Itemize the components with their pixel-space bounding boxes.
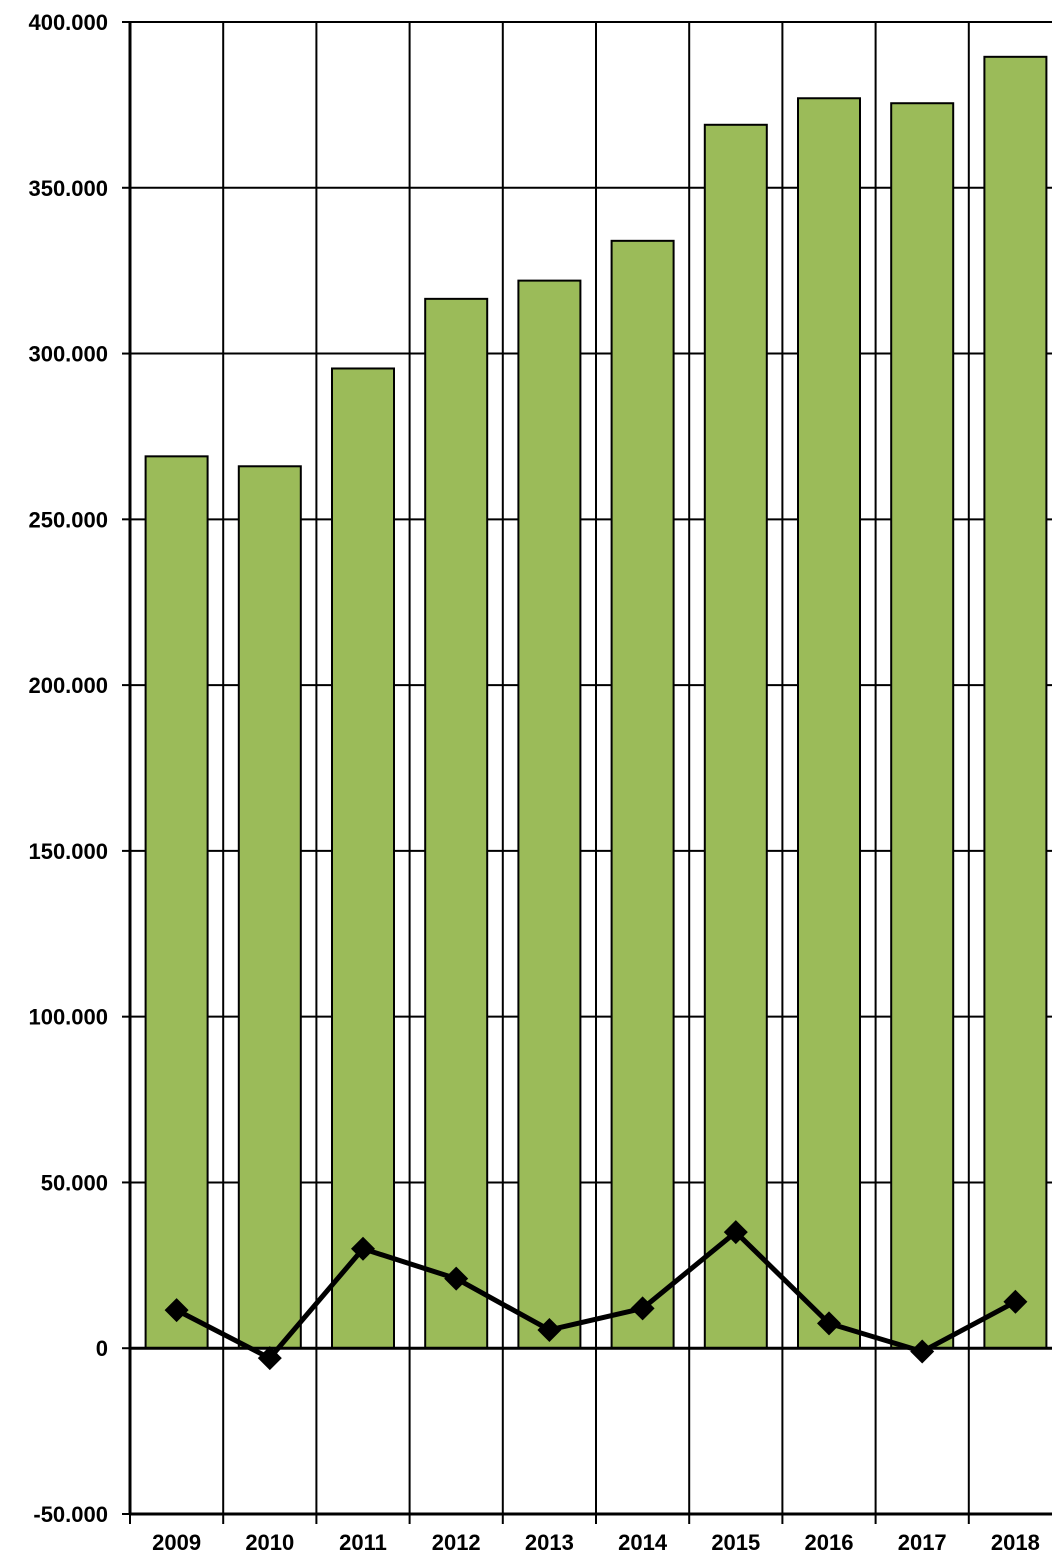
x-tick-label: 2017	[898, 1530, 947, 1555]
bar-2016	[797, 97, 861, 1350]
x-tick-label: 2009	[152, 1530, 201, 1555]
line-point-2016	[817, 1311, 841, 1336]
bar-2013	[517, 279, 582, 1350]
y-tick-label: 0	[96, 1336, 108, 1361]
y-tick-label: 200.000	[28, 673, 108, 698]
line-point-2014	[630, 1296, 655, 1321]
bar-2017	[890, 102, 955, 1350]
line-series	[164, 1220, 1028, 1371]
y-tick-label: 250.000	[28, 507, 108, 532]
x-tick-label: 2015	[711, 1530, 760, 1555]
line-point-2013	[537, 1317, 562, 1342]
x-tick-label: 2018	[991, 1530, 1040, 1555]
bar-series	[144, 55, 1048, 1350]
bar-2018	[983, 55, 1048, 1350]
x-tick-label: 2012	[432, 1530, 481, 1555]
bar-2012	[424, 297, 489, 1350]
line-point-2010	[257, 1346, 282, 1371]
line-point-2011	[351, 1236, 375, 1261]
x-tick-label: 2016	[805, 1530, 854, 1555]
x-tick-label: 2014	[618, 1530, 668, 1555]
line-point-2017	[910, 1339, 935, 1364]
line-point-2015	[723, 1220, 748, 1245]
bar-2009	[144, 455, 209, 1350]
y-tick-label: 100.000	[28, 1005, 108, 1030]
line-point-2009	[164, 1298, 189, 1323]
bar-2014	[610, 239, 675, 1350]
y-tick-label: 300.000	[28, 342, 108, 367]
y-tick-label: 50.000	[41, 1170, 108, 1195]
line-point-2018	[1003, 1289, 1028, 1314]
y-tick-label: 350.000	[28, 176, 108, 201]
y-tick-label: 150.000	[28, 839, 108, 864]
x-tick-label: 2011	[339, 1530, 387, 1555]
x-tick-label: 2010	[245, 1530, 294, 1555]
axis-layer	[122, 21, 1052, 1524]
bar-2011	[331, 367, 395, 1350]
line-point-2012	[444, 1266, 469, 1291]
line-path	[175, 1229, 1017, 1361]
bar-2015	[703, 123, 768, 1350]
bar-2010	[237, 465, 302, 1350]
y-tick-label: 400.000	[28, 10, 108, 35]
tick-labels: -50.000 0 50.000 100.000 150.000 200.000 250.0…	[28, 10, 1039, 1555]
y-tick-label: -50.000	[33, 1502, 108, 1527]
x-tick-label: 2013	[525, 1530, 574, 1555]
